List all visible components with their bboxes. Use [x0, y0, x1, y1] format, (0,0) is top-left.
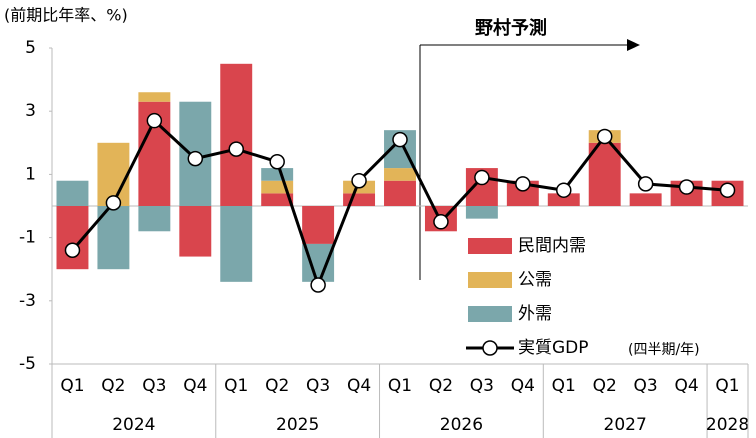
x-tick-label: Q4 [674, 376, 698, 396]
marker [351, 172, 367, 189]
x-tick-label: Q1 [60, 376, 84, 396]
marker [637, 176, 654, 192]
bar [220, 206, 253, 282]
bar [261, 168, 294, 181]
legend-note: (四半期/年) [628, 342, 700, 358]
legend-swatch [468, 306, 512, 322]
bar [179, 206, 212, 257]
x-tick-label: Q2 [429, 376, 453, 396]
annotation: 野村予測 [475, 17, 547, 39]
bar [384, 180, 416, 206]
y-tick-label: -1 [19, 228, 36, 248]
bar [138, 206, 171, 232]
marker [433, 214, 449, 230]
x-tick-label: Q3 [142, 376, 166, 396]
arrow-head [627, 39, 640, 51]
y-tick-label: 1 [25, 164, 36, 184]
bar [465, 206, 498, 219]
bar [302, 206, 335, 244]
marker [269, 154, 285, 170]
marker [146, 112, 163, 129]
bar [384, 168, 416, 181]
y-tick-label: -3 [19, 291, 36, 311]
x-group-label: 2024 [112, 415, 155, 435]
marker [474, 169, 490, 186]
x-tick-label: Q4 [347, 376, 371, 396]
marker [187, 150, 204, 167]
x-tick-label: Q1 [224, 376, 248, 396]
legend-marker [482, 340, 498, 356]
x-tick-label: Q2 [265, 376, 289, 396]
bar [547, 193, 580, 206]
bar [138, 92, 171, 102]
marker [719, 182, 736, 198]
marker [64, 242, 81, 258]
bar [220, 63, 253, 206]
x-tick-label: Q1 [715, 376, 739, 396]
x-tick-label: Q3 [634, 376, 658, 396]
x-tick-label: Q2 [101, 376, 125, 396]
x-tick-label: Q1 [388, 376, 412, 396]
marker [678, 179, 695, 195]
x-group-label: 2026 [440, 415, 483, 435]
bar [261, 193, 294, 206]
x-tick-label: Q4 [183, 376, 207, 396]
legend-label: 実質GDP [518, 338, 589, 358]
x-tick-label: Q4 [511, 376, 535, 396]
marker [392, 131, 408, 148]
marker [515, 176, 531, 192]
bar [343, 193, 376, 206]
x-group-label: 2028 [706, 415, 749, 435]
x-group-label: 2027 [604, 415, 647, 435]
marker [310, 277, 326, 293]
marker [228, 141, 244, 157]
marker [556, 182, 572, 198]
bar [56, 180, 89, 206]
legend-label: 民間内需 [518, 236, 586, 256]
x-tick-label: Q1 [552, 376, 576, 396]
legend-label: 外需 [518, 304, 552, 324]
marker [596, 128, 613, 145]
x-tick-label: Q3 [470, 376, 494, 396]
x-group-label: 2025 [276, 415, 319, 435]
marker [105, 195, 122, 211]
legend-label: 公需 [518, 270, 552, 290]
x-tick-label: Q2 [593, 376, 617, 396]
bar [588, 142, 621, 206]
legend-swatch [468, 272, 512, 288]
y-axis-label: (前期比年率、%) [4, 6, 128, 25]
y-tick-label: -5 [19, 354, 36, 374]
x-tick-label: Q3 [306, 376, 330, 396]
legend-swatch [468, 238, 512, 254]
y-tick-label: 5 [25, 38, 36, 58]
y-tick-label: 3 [25, 101, 36, 121]
bar [629, 193, 662, 206]
